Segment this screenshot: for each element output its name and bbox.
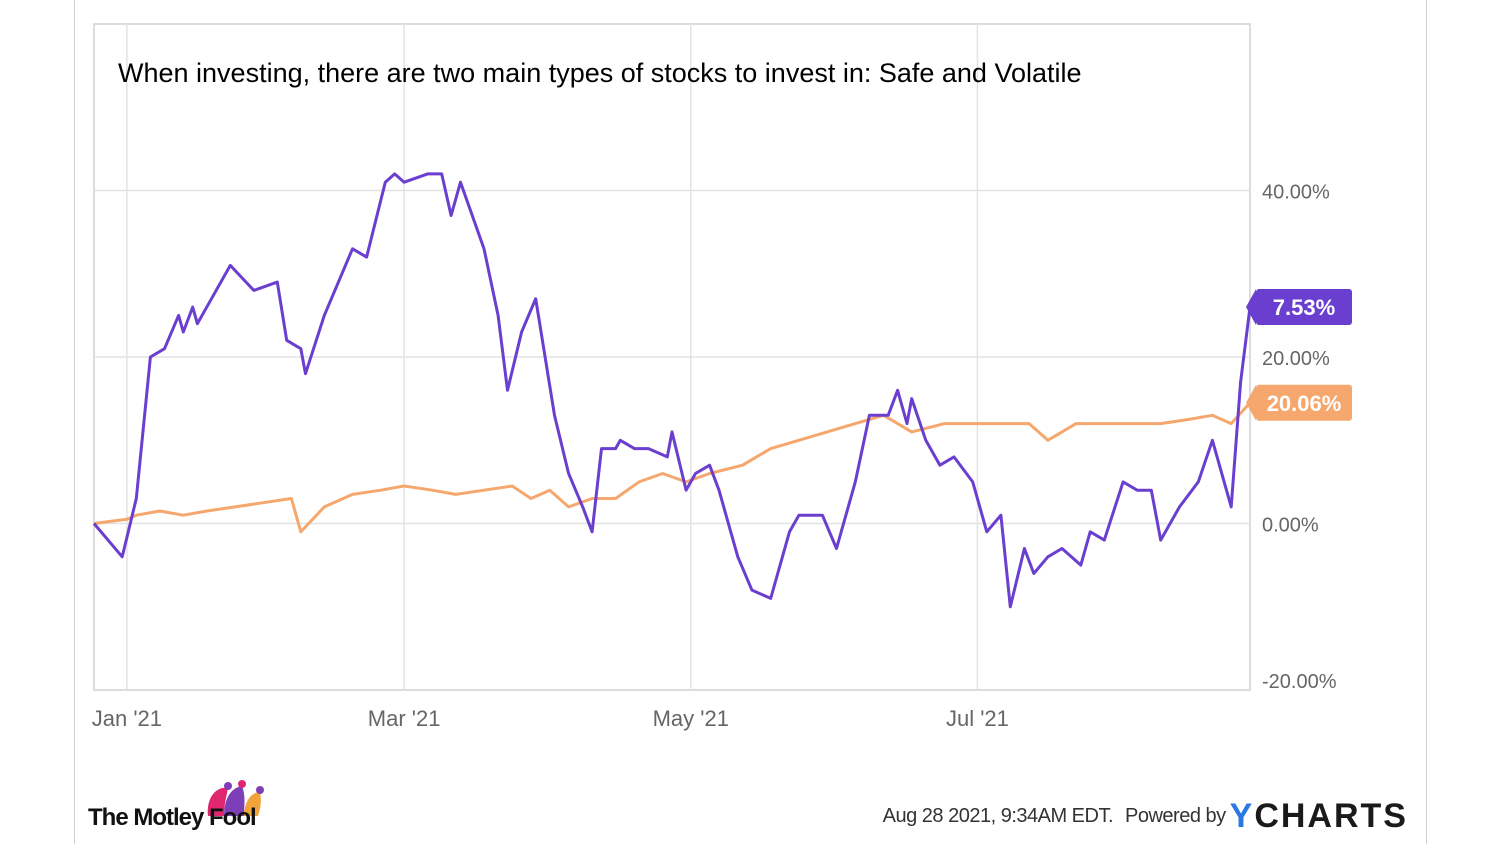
y-tick-label: 0.00% [1262,515,1319,537]
x-tick-label: Mar '21 [368,706,441,731]
end-badge-arrow [1246,384,1256,421]
ycharts-logo-text: CHARTS [1254,796,1408,835]
x-tick-label: May '21 [653,706,729,731]
jester-hat-icon [207,780,264,816]
motley-fool-logo[interactable]: The Motley Fool [88,776,288,836]
series-line-0 [92,172,1252,609]
chart-card [74,0,1427,844]
x-tick-label: Jan '21 [92,706,162,731]
chart-footer: Aug 28 2021, 9:34AM EDT. Powered by YCHA… [883,796,1408,836]
end-badge-arrow [1246,289,1256,326]
timestamp: Aug 28 2021, 9:34AM EDT. [882,804,1114,827]
end-value-label: 20.06% [1267,391,1342,416]
ycharts-logo-y: Y [1229,796,1255,835]
end-badge [1256,384,1352,421]
ycharts-logo[interactable]: YCHARTS [1230,797,1408,836]
end-value-label: 7.53% [1273,295,1335,320]
series-line-1 [93,401,1252,534]
y-tick-label: 20.00% [1262,348,1330,370]
brand-name: The Motley Fool [88,804,257,831]
y-tick-label: 40.00% [1262,182,1330,204]
powered-by-label: Powered by [1125,804,1226,827]
x-tick-label: Jul '21 [946,706,1009,731]
end-badge [1256,289,1352,326]
y-tick-label: -20.00% [1262,671,1337,693]
chart-heading: When investing, there are two main types… [118,58,1082,88]
